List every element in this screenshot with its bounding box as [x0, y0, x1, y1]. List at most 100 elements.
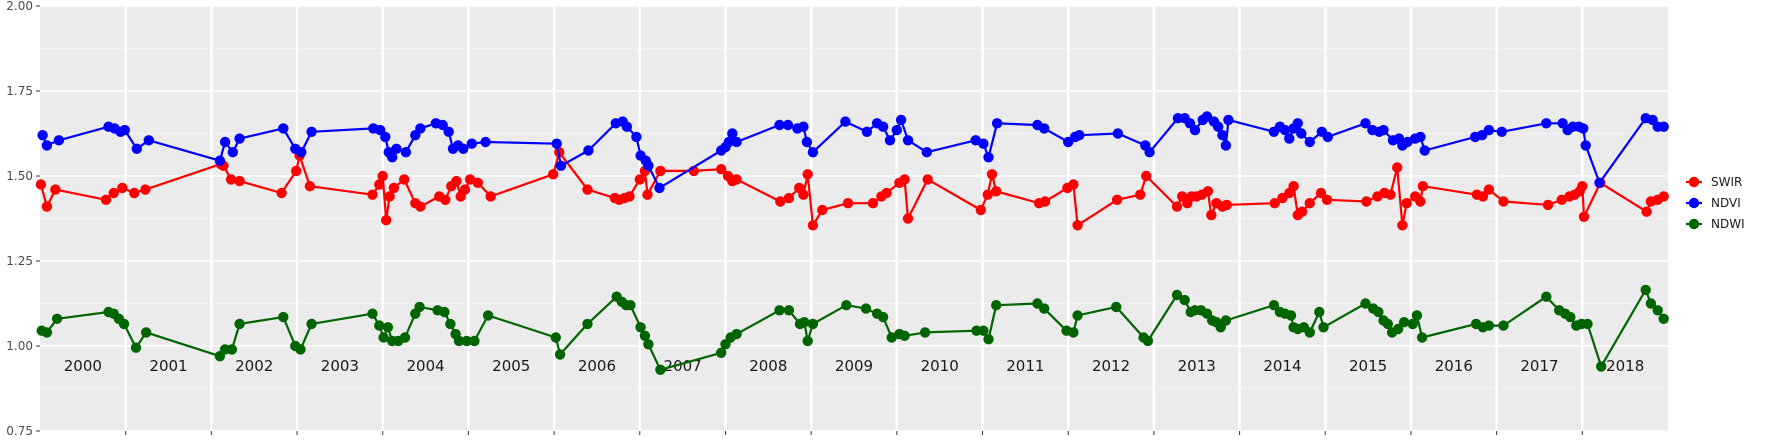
data-point-swir	[1039, 196, 1051, 207]
data-point-swir	[1072, 220, 1083, 231]
data-point-ndwi	[1596, 361, 1607, 372]
data-point-ndvi	[1039, 123, 1050, 134]
data-point-swir	[716, 164, 727, 175]
data-point-ndvi	[380, 131, 391, 143]
data-point-ndwi	[1072, 310, 1083, 321]
data-point-swir	[225, 174, 237, 185]
legend-label-ndwi: NDWI	[1711, 217, 1745, 231]
data-point-ndwi	[453, 335, 465, 347]
data-point-swir	[1288, 181, 1299, 192]
year-label: 2002	[235, 357, 273, 375]
data-point-ndvi	[983, 152, 994, 163]
data-point-ndwi	[1142, 335, 1154, 347]
legend-key-ndwi	[1688, 218, 1700, 230]
data-point-ndwi	[51, 313, 63, 324]
data-point-ndwi	[1304, 327, 1316, 338]
data-point-ndwi	[1541, 291, 1552, 302]
data-point-swir	[304, 181, 316, 192]
data-point-ndwi	[1582, 318, 1593, 330]
data-point-swir	[367, 189, 378, 200]
data-point-swir	[1111, 194, 1123, 205]
data-point-ndvi	[1296, 128, 1307, 139]
data-point-ndvi	[131, 143, 142, 154]
data-point-ndwi	[774, 305, 785, 316]
data-point-ndvi	[583, 145, 594, 156]
data-point-swir	[35, 179, 47, 190]
data-point-swir	[1385, 189, 1396, 200]
data-point-ndwi	[983, 334, 994, 345]
data-point-swir	[399, 174, 410, 185]
data-point-ndvi	[296, 147, 307, 158]
data-point-swir	[100, 194, 112, 205]
data-point-ndvi	[227, 147, 238, 158]
year-label: 2005	[492, 357, 530, 375]
data-point-ndvi	[53, 135, 65, 146]
series-ndvi	[37, 111, 1669, 194]
data-point-swir	[1578, 211, 1590, 222]
data-point-ndwi	[1640, 284, 1651, 296]
data-point-swir	[291, 165, 302, 177]
data-point-ndvi	[921, 147, 932, 158]
year-label: 2016	[1435, 357, 1473, 375]
data-point-ndwi	[1373, 306, 1384, 318]
data-point-ndvi	[1144, 147, 1155, 158]
y-tick-label: 1.75	[6, 84, 33, 98]
data-point-ndwi	[367, 308, 378, 319]
data-point-ndwi	[278, 311, 289, 323]
year-label: 2013	[1178, 357, 1216, 375]
year-label: 2010	[921, 357, 959, 375]
data-point-ndvi	[41, 140, 53, 151]
data-point-swir	[1542, 199, 1554, 211]
data-point-ndwi	[1483, 320, 1495, 331]
data-point-ndwi	[582, 318, 593, 330]
year-label: 2003	[321, 357, 359, 375]
data-point-ndvi	[400, 147, 412, 158]
data-point-swir	[377, 170, 388, 182]
data-point-swir	[50, 184, 61, 195]
data-point-ndwi	[799, 317, 810, 328]
legend-key-swir	[1688, 176, 1700, 188]
data-point-ndvi	[782, 119, 794, 131]
data-point-ndvi	[1580, 140, 1591, 151]
data-point-ndwi	[382, 322, 394, 333]
data-point-ndwi	[807, 318, 819, 330]
data-point-ndwi	[1039, 303, 1050, 314]
y-tick-label: 1.00	[6, 339, 33, 353]
data-point-ndvi	[731, 136, 742, 148]
data-point-ndvi	[891, 124, 902, 136]
data-point-ndvi	[391, 143, 402, 154]
data-point-ndvi	[1378, 124, 1389, 136]
data-point-swir	[388, 182, 400, 194]
data-point-swir	[1658, 191, 1669, 202]
data-point-ndwi	[1645, 298, 1657, 309]
data-point-swir	[842, 198, 854, 209]
data-point-swir	[1202, 186, 1214, 197]
data-point-swir	[1401, 198, 1412, 209]
legend-label-ndvi: NDVI	[1711, 196, 1741, 210]
data-point-ndwi	[461, 335, 472, 347]
data-point-swir	[1141, 170, 1152, 182]
data-point-ndwi	[306, 318, 317, 330]
data-point-swir	[655, 165, 666, 177]
data-point-ndwi	[919, 327, 931, 338]
data-point-ndwi	[1318, 322, 1329, 333]
data-point-ndvi	[1112, 128, 1124, 139]
data-point-ndvi	[895, 114, 907, 126]
data-point-swir	[1477, 191, 1489, 202]
data-point-swir	[922, 174, 933, 185]
year-label: 2012	[1092, 357, 1130, 375]
data-point-ndvi	[387, 152, 398, 163]
data-point-ndvi	[807, 147, 819, 158]
data-point-ndvi	[1594, 177, 1605, 188]
data-point-ndwi	[716, 347, 727, 358]
data-point-swir	[1171, 201, 1183, 212]
data-point-ndvi	[219, 136, 231, 148]
data-point-ndwi	[1111, 301, 1122, 313]
data-point-ndvi	[415, 123, 426, 134]
data-point-ndwi	[1398, 317, 1410, 328]
data-point-ndwi	[439, 306, 450, 318]
data-point-ndvi	[466, 138, 477, 149]
data-point-ndvi	[214, 155, 226, 166]
data-point-ndvi	[1217, 130, 1228, 141]
data-point-swir	[1135, 189, 1146, 200]
